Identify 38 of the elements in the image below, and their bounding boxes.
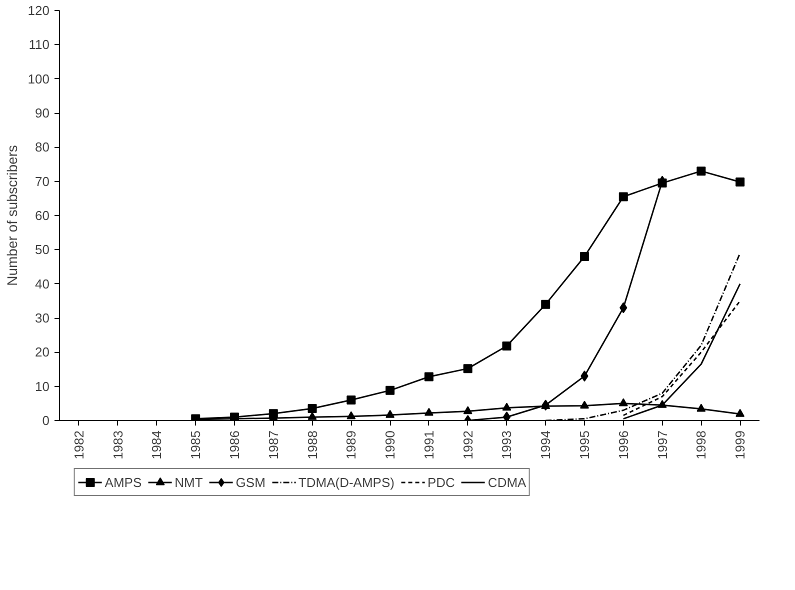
y-tick-label: 50 bbox=[35, 242, 50, 258]
y-tick-label: 60 bbox=[35, 208, 50, 223]
x-tick-label: 1992 bbox=[460, 430, 476, 460]
legend-label: PDC bbox=[427, 474, 455, 490]
x-tick-label: 1995 bbox=[577, 430, 592, 460]
y-tick-label: 90 bbox=[35, 106, 50, 120]
x-tick-label: 1991 bbox=[421, 430, 436, 460]
y-tick-label: 10 bbox=[35, 378, 50, 394]
legend-label: AMPS bbox=[104, 474, 142, 490]
y-tick-label: 0 bbox=[42, 413, 50, 428]
x-tick-label: 1986 bbox=[227, 430, 242, 460]
x-tick-label: 1999 bbox=[732, 430, 748, 460]
x-tick-label: 1987 bbox=[266, 430, 281, 460]
y-tick-label: 20 bbox=[35, 344, 50, 360]
x-tick-label: 1984 bbox=[149, 430, 164, 460]
y-tick-label: 70 bbox=[35, 174, 50, 189]
x-tick-label: 1990 bbox=[382, 430, 398, 460]
x-tick-label: 1993 bbox=[499, 430, 514, 460]
legend-label: NMT bbox=[174, 474, 203, 490]
y-tick-label: 40 bbox=[35, 276, 50, 292]
x-tick-label: 1996 bbox=[616, 430, 631, 460]
x-tick-label: 1988 bbox=[304, 430, 320, 460]
x-tick-label: 1983 bbox=[110, 430, 126, 460]
x-tick-label: 1982 bbox=[71, 430, 86, 460]
x-tick-label: 1997 bbox=[654, 430, 670, 460]
x-tick-label: 1985 bbox=[188, 430, 204, 460]
x-tick-label: 1994 bbox=[538, 430, 554, 460]
y-tick-label: 110 bbox=[28, 37, 50, 52]
legend-label: GSM bbox=[236, 474, 266, 490]
legend-label: CDMA bbox=[488, 474, 526, 490]
x-tick-label: 1989 bbox=[344, 430, 359, 460]
y-tick-label: 30 bbox=[35, 310, 50, 326]
y-tick-label: 120 bbox=[28, 3, 50, 18]
legend-label: TDMA(D-AMPS) bbox=[298, 474, 394, 490]
x-tick-label: 1998 bbox=[694, 430, 709, 460]
y-tick-label: 100 bbox=[28, 71, 50, 86]
y-axis-title: Number of subscribers bbox=[4, 145, 20, 286]
y-tick-label: 80 bbox=[35, 140, 50, 155]
